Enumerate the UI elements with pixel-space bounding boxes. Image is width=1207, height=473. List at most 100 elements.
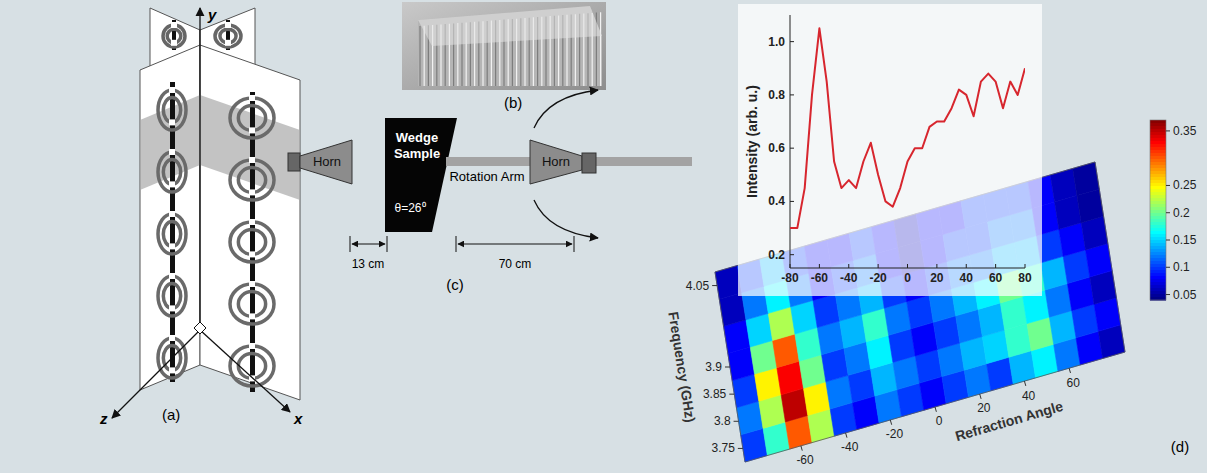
axis-x [200, 330, 290, 412]
tick [878, 264, 879, 268]
tick [725, 367, 730, 368]
ring-gap [169, 149, 175, 155]
wedge-top [418, 6, 602, 46]
split-ring-outer [230, 284, 274, 324]
split-ring-inner [238, 106, 265, 131]
background [0, 0, 1207, 473]
tick [729, 394, 734, 395]
axis-title: Intensity (arb. u.) [744, 85, 760, 198]
ring-gap [169, 335, 175, 341]
ring-gap [249, 157, 255, 163]
axis-title: Frequency (GHz) [665, 310, 698, 423]
wedge-sample [385, 118, 457, 232]
tick-label: 20 [977, 401, 991, 415]
dimension-line [458, 244, 572, 245]
ring-gap [169, 305, 175, 311]
colorbar-label: 0.2 [1173, 206, 1190, 220]
tick [1024, 381, 1025, 386]
right-angle-mark [194, 322, 206, 334]
tick-label: 60 [1067, 376, 1081, 390]
tick-label: -20 [869, 271, 887, 285]
panel-label: (d) [1171, 438, 1189, 455]
tick-label: 20 [930, 271, 944, 285]
wire-strip [170, 82, 175, 382]
colorbar-tick [1166, 130, 1170, 131]
tick [995, 264, 996, 268]
wire-strip [172, 20, 176, 50]
plot-plane [738, 4, 1042, 296]
tick-label: -40 [841, 440, 859, 454]
tick [790, 201, 794, 202]
wedge-photo [418, 6, 602, 86]
angle-label: θ=26⁰ [394, 201, 425, 215]
tick-label: 0.6 [768, 141, 785, 155]
axis-label: x [293, 410, 303, 427]
split-ring-outer [230, 222, 274, 262]
split-ring-outer [215, 25, 241, 47]
panel-label: (b) [504, 94, 522, 111]
dimension-tick [350, 236, 351, 252]
tick-label: -40 [840, 271, 858, 285]
tick [790, 94, 794, 95]
dimension-line [352, 244, 385, 245]
tick [790, 148, 794, 149]
tick-label: 80 [1018, 271, 1032, 285]
ring-gap [249, 219, 255, 225]
tick [907, 264, 908, 268]
board-stripe [419, 26, 420, 86]
horn-feed [288, 153, 300, 171]
tick [848, 264, 849, 268]
tick-label: 60 [989, 271, 1003, 285]
split-ring-outer [158, 152, 186, 192]
tick-label: 3.8 [714, 414, 731, 428]
ring-gap [225, 40, 231, 46]
panel-c: HornWedgeSampleθ=26⁰Rotation ArmHorn13 c… [288, 90, 692, 293]
split-ring-outer [158, 214, 186, 254]
split-ring-outer [158, 90, 186, 130]
split-ring-inner [238, 168, 265, 193]
sample-label-line: Sample [394, 146, 440, 161]
ring-gap [169, 367, 175, 373]
board-front-right [200, 45, 300, 400]
ring-gap [249, 313, 255, 319]
split-ring-outer [163, 25, 185, 47]
intensity-line [790, 28, 1025, 228]
ring-gap [249, 189, 255, 195]
panel-label: (a) [162, 406, 180, 423]
tick-label: 0 [904, 271, 911, 285]
tick-label: -60 [811, 271, 829, 285]
colorbar-label: 0.1 [1173, 260, 1190, 274]
tick-label: 40 [1022, 389, 1036, 403]
axis-line [790, 15, 791, 268]
tick [1025, 264, 1026, 268]
tick [980, 394, 981, 399]
sample-label: WedgeSample [394, 130, 440, 161]
tick-label: 0.8 [768, 88, 785, 102]
tick-label: -80 [781, 271, 799, 285]
ring-gap [169, 87, 175, 93]
split-ring-outer [230, 98, 274, 138]
ring-gap [171, 22, 177, 28]
colorbar-label: 0.35 [1173, 124, 1197, 138]
horn-label: Horn [542, 154, 570, 169]
tick [1069, 368, 1070, 373]
panel-a: yzx(a) [99, 6, 303, 427]
tick [935, 407, 936, 412]
rotation-arrow [534, 200, 598, 238]
ring-gap [169, 273, 175, 279]
ring-gap [225, 22, 231, 28]
tick-label: 3.9 [705, 360, 722, 374]
ring-gap [249, 251, 255, 257]
split-ring-inner [238, 354, 265, 379]
board-stripe [424, 26, 425, 86]
ring-gap [249, 127, 255, 133]
ring-gap [169, 243, 175, 249]
dimension-tick [574, 236, 575, 252]
tick-label: 0.4 [768, 194, 785, 208]
colorbar-tick [1166, 267, 1170, 268]
tick [790, 264, 791, 268]
tick-label: 3.75 [711, 441, 735, 455]
horn [530, 140, 582, 184]
colorbar-tick [1166, 294, 1170, 295]
split-ring-outer [230, 346, 274, 386]
